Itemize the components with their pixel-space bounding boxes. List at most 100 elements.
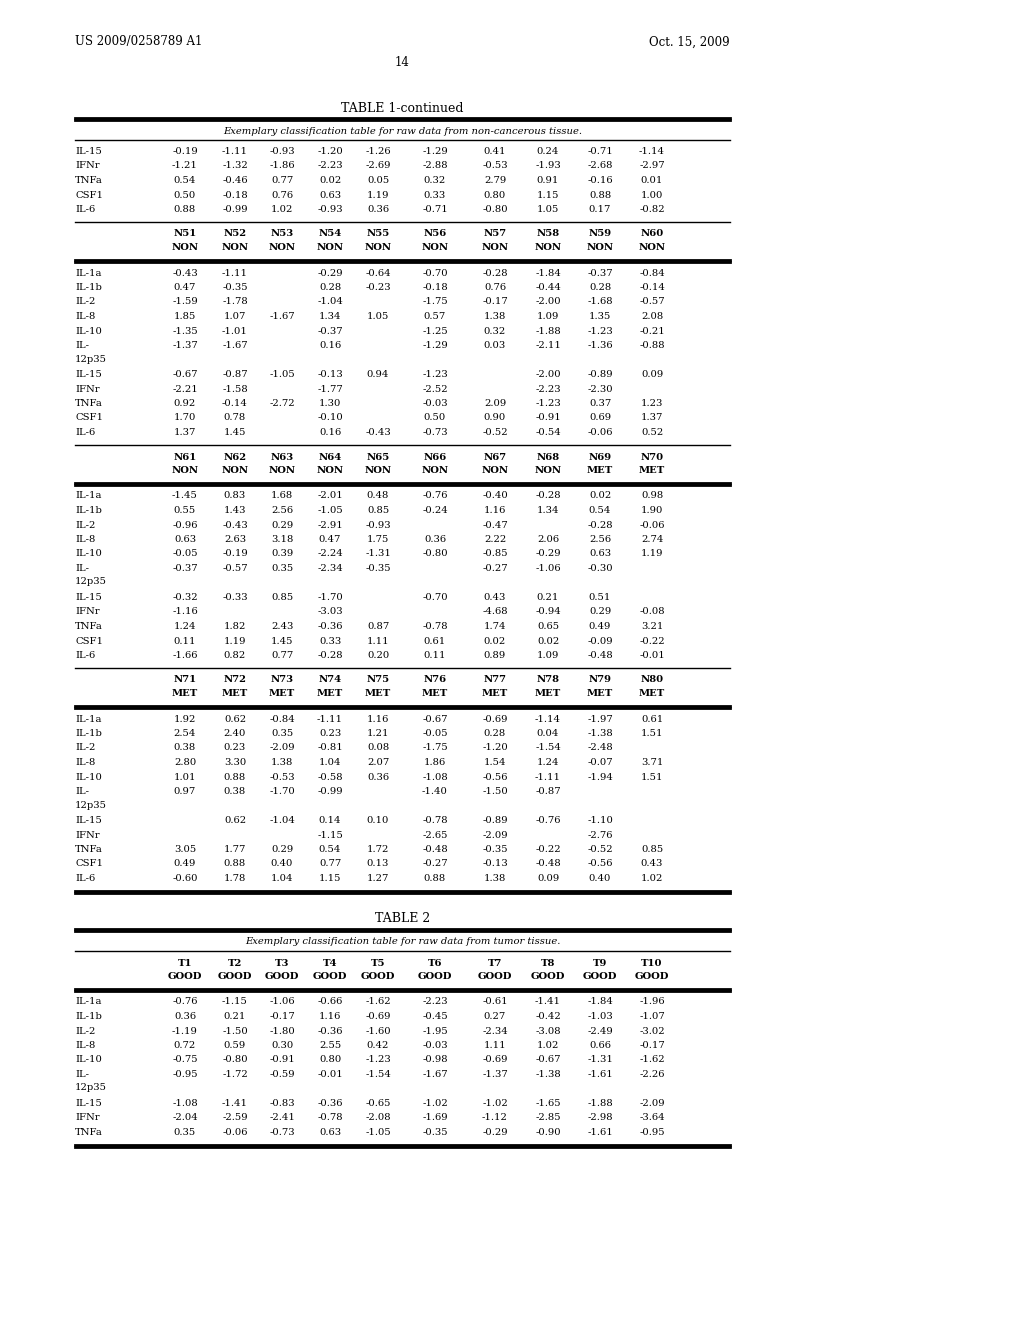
Text: CSF1: CSF1: [75, 636, 103, 645]
Text: 2.22: 2.22: [484, 535, 506, 544]
Text: -1.70: -1.70: [317, 593, 343, 602]
Text: 0.88: 0.88: [224, 772, 246, 781]
Text: 0.88: 0.88: [589, 190, 611, 199]
Text: 0.21: 0.21: [537, 593, 559, 602]
Text: -1.50: -1.50: [222, 1027, 248, 1035]
Text: Exemplary classification table for raw data from tumor tissue.: Exemplary classification table for raw d…: [245, 937, 560, 946]
Text: 1.19: 1.19: [224, 636, 246, 645]
Text: IFNr: IFNr: [75, 384, 99, 393]
Text: GOOD: GOOD: [583, 972, 617, 981]
Text: -2.11: -2.11: [536, 341, 561, 350]
Text: 1.23: 1.23: [641, 399, 664, 408]
Text: 3.30: 3.30: [224, 758, 246, 767]
Text: -0.57: -0.57: [639, 297, 665, 306]
Text: IL-1a: IL-1a: [75, 491, 101, 500]
Text: N79: N79: [589, 676, 611, 685]
Text: IL-2: IL-2: [75, 297, 95, 306]
Text: -0.48: -0.48: [587, 651, 613, 660]
Text: -0.42: -0.42: [536, 1012, 561, 1020]
Text: N71: N71: [173, 676, 197, 685]
Text: -1.88: -1.88: [587, 1100, 613, 1107]
Text: 0.48: 0.48: [367, 491, 389, 500]
Text: 3.05: 3.05: [174, 845, 197, 854]
Text: -1.11: -1.11: [222, 268, 248, 277]
Text: -0.17: -0.17: [639, 1041, 665, 1049]
Text: -0.94: -0.94: [536, 607, 561, 616]
Text: -1.70: -1.70: [269, 787, 295, 796]
Text: 0.85: 0.85: [367, 506, 389, 515]
Text: -1.26: -1.26: [366, 147, 391, 156]
Text: -1.07: -1.07: [639, 1012, 665, 1020]
Text: MET: MET: [222, 689, 248, 698]
Text: T7: T7: [487, 958, 502, 968]
Text: 1.15: 1.15: [537, 190, 559, 199]
Text: 1.02: 1.02: [270, 205, 293, 214]
Text: MET: MET: [172, 689, 198, 698]
Text: 2.06: 2.06: [537, 535, 559, 544]
Text: 2.08: 2.08: [641, 312, 664, 321]
Text: -1.02: -1.02: [482, 1100, 508, 1107]
Text: -0.22: -0.22: [639, 636, 665, 645]
Text: -1.94: -1.94: [587, 772, 613, 781]
Text: -0.18: -0.18: [422, 282, 447, 292]
Text: -0.64: -0.64: [366, 268, 391, 277]
Text: IL-1a: IL-1a: [75, 998, 101, 1006]
Text: 12p35: 12p35: [75, 355, 106, 363]
Text: -2.98: -2.98: [587, 1114, 612, 1122]
Text: NON: NON: [535, 243, 561, 252]
Text: 0.50: 0.50: [424, 413, 446, 422]
Text: 3.21: 3.21: [641, 622, 664, 631]
Text: 1.04: 1.04: [318, 758, 341, 767]
Text: 0.05: 0.05: [367, 176, 389, 185]
Text: MET: MET: [482, 689, 508, 698]
Text: 0.51: 0.51: [589, 593, 611, 602]
Text: -0.95: -0.95: [172, 1071, 198, 1078]
Text: 0.78: 0.78: [224, 413, 246, 422]
Text: N65: N65: [367, 453, 389, 462]
Text: 1.45: 1.45: [270, 636, 293, 645]
Text: -0.10: -0.10: [317, 413, 343, 422]
Text: 0.24: 0.24: [537, 147, 559, 156]
Text: 2.56: 2.56: [271, 506, 293, 515]
Text: N51: N51: [173, 230, 197, 239]
Text: 0.28: 0.28: [589, 282, 611, 292]
Text: 0.01: 0.01: [641, 176, 664, 185]
Text: -0.53: -0.53: [482, 161, 508, 170]
Text: -1.95: -1.95: [422, 1027, 447, 1035]
Text: 0.92: 0.92: [174, 399, 197, 408]
Text: 0.80: 0.80: [318, 1056, 341, 1064]
Text: -1.20: -1.20: [317, 147, 343, 156]
Text: -1.93: -1.93: [536, 161, 561, 170]
Text: -1.29: -1.29: [422, 147, 447, 156]
Text: MET: MET: [422, 689, 449, 698]
Text: -1.36: -1.36: [587, 341, 612, 350]
Text: -1.67: -1.67: [269, 312, 295, 321]
Text: -2.97: -2.97: [639, 161, 665, 170]
Text: -1.78: -1.78: [222, 297, 248, 306]
Text: 0.11: 0.11: [424, 651, 446, 660]
Text: 0.63: 0.63: [174, 535, 196, 544]
Text: MET: MET: [639, 689, 666, 698]
Text: 0.76: 0.76: [484, 282, 506, 292]
Text: 1.70: 1.70: [174, 413, 197, 422]
Text: N60: N60: [640, 230, 664, 239]
Text: 0.29: 0.29: [271, 845, 293, 854]
Text: 0.40: 0.40: [589, 874, 611, 883]
Text: -1.66: -1.66: [172, 651, 198, 660]
Text: 14: 14: [395, 55, 410, 69]
Text: -1.68: -1.68: [587, 297, 612, 306]
Text: 1.15: 1.15: [318, 874, 341, 883]
Text: -0.70: -0.70: [422, 593, 447, 602]
Text: 0.29: 0.29: [271, 520, 293, 529]
Text: -1.40: -1.40: [422, 787, 447, 796]
Text: -0.67: -0.67: [172, 370, 198, 379]
Text: IFNr: IFNr: [75, 161, 99, 170]
Text: -1.77: -1.77: [317, 384, 343, 393]
Text: NON: NON: [171, 243, 199, 252]
Text: -1.32: -1.32: [222, 161, 248, 170]
Text: -0.09: -0.09: [587, 636, 612, 645]
Text: -0.23: -0.23: [366, 282, 391, 292]
Text: -0.76: -0.76: [536, 816, 561, 825]
Text: -0.01: -0.01: [639, 651, 665, 660]
Text: 2.80: 2.80: [174, 758, 197, 767]
